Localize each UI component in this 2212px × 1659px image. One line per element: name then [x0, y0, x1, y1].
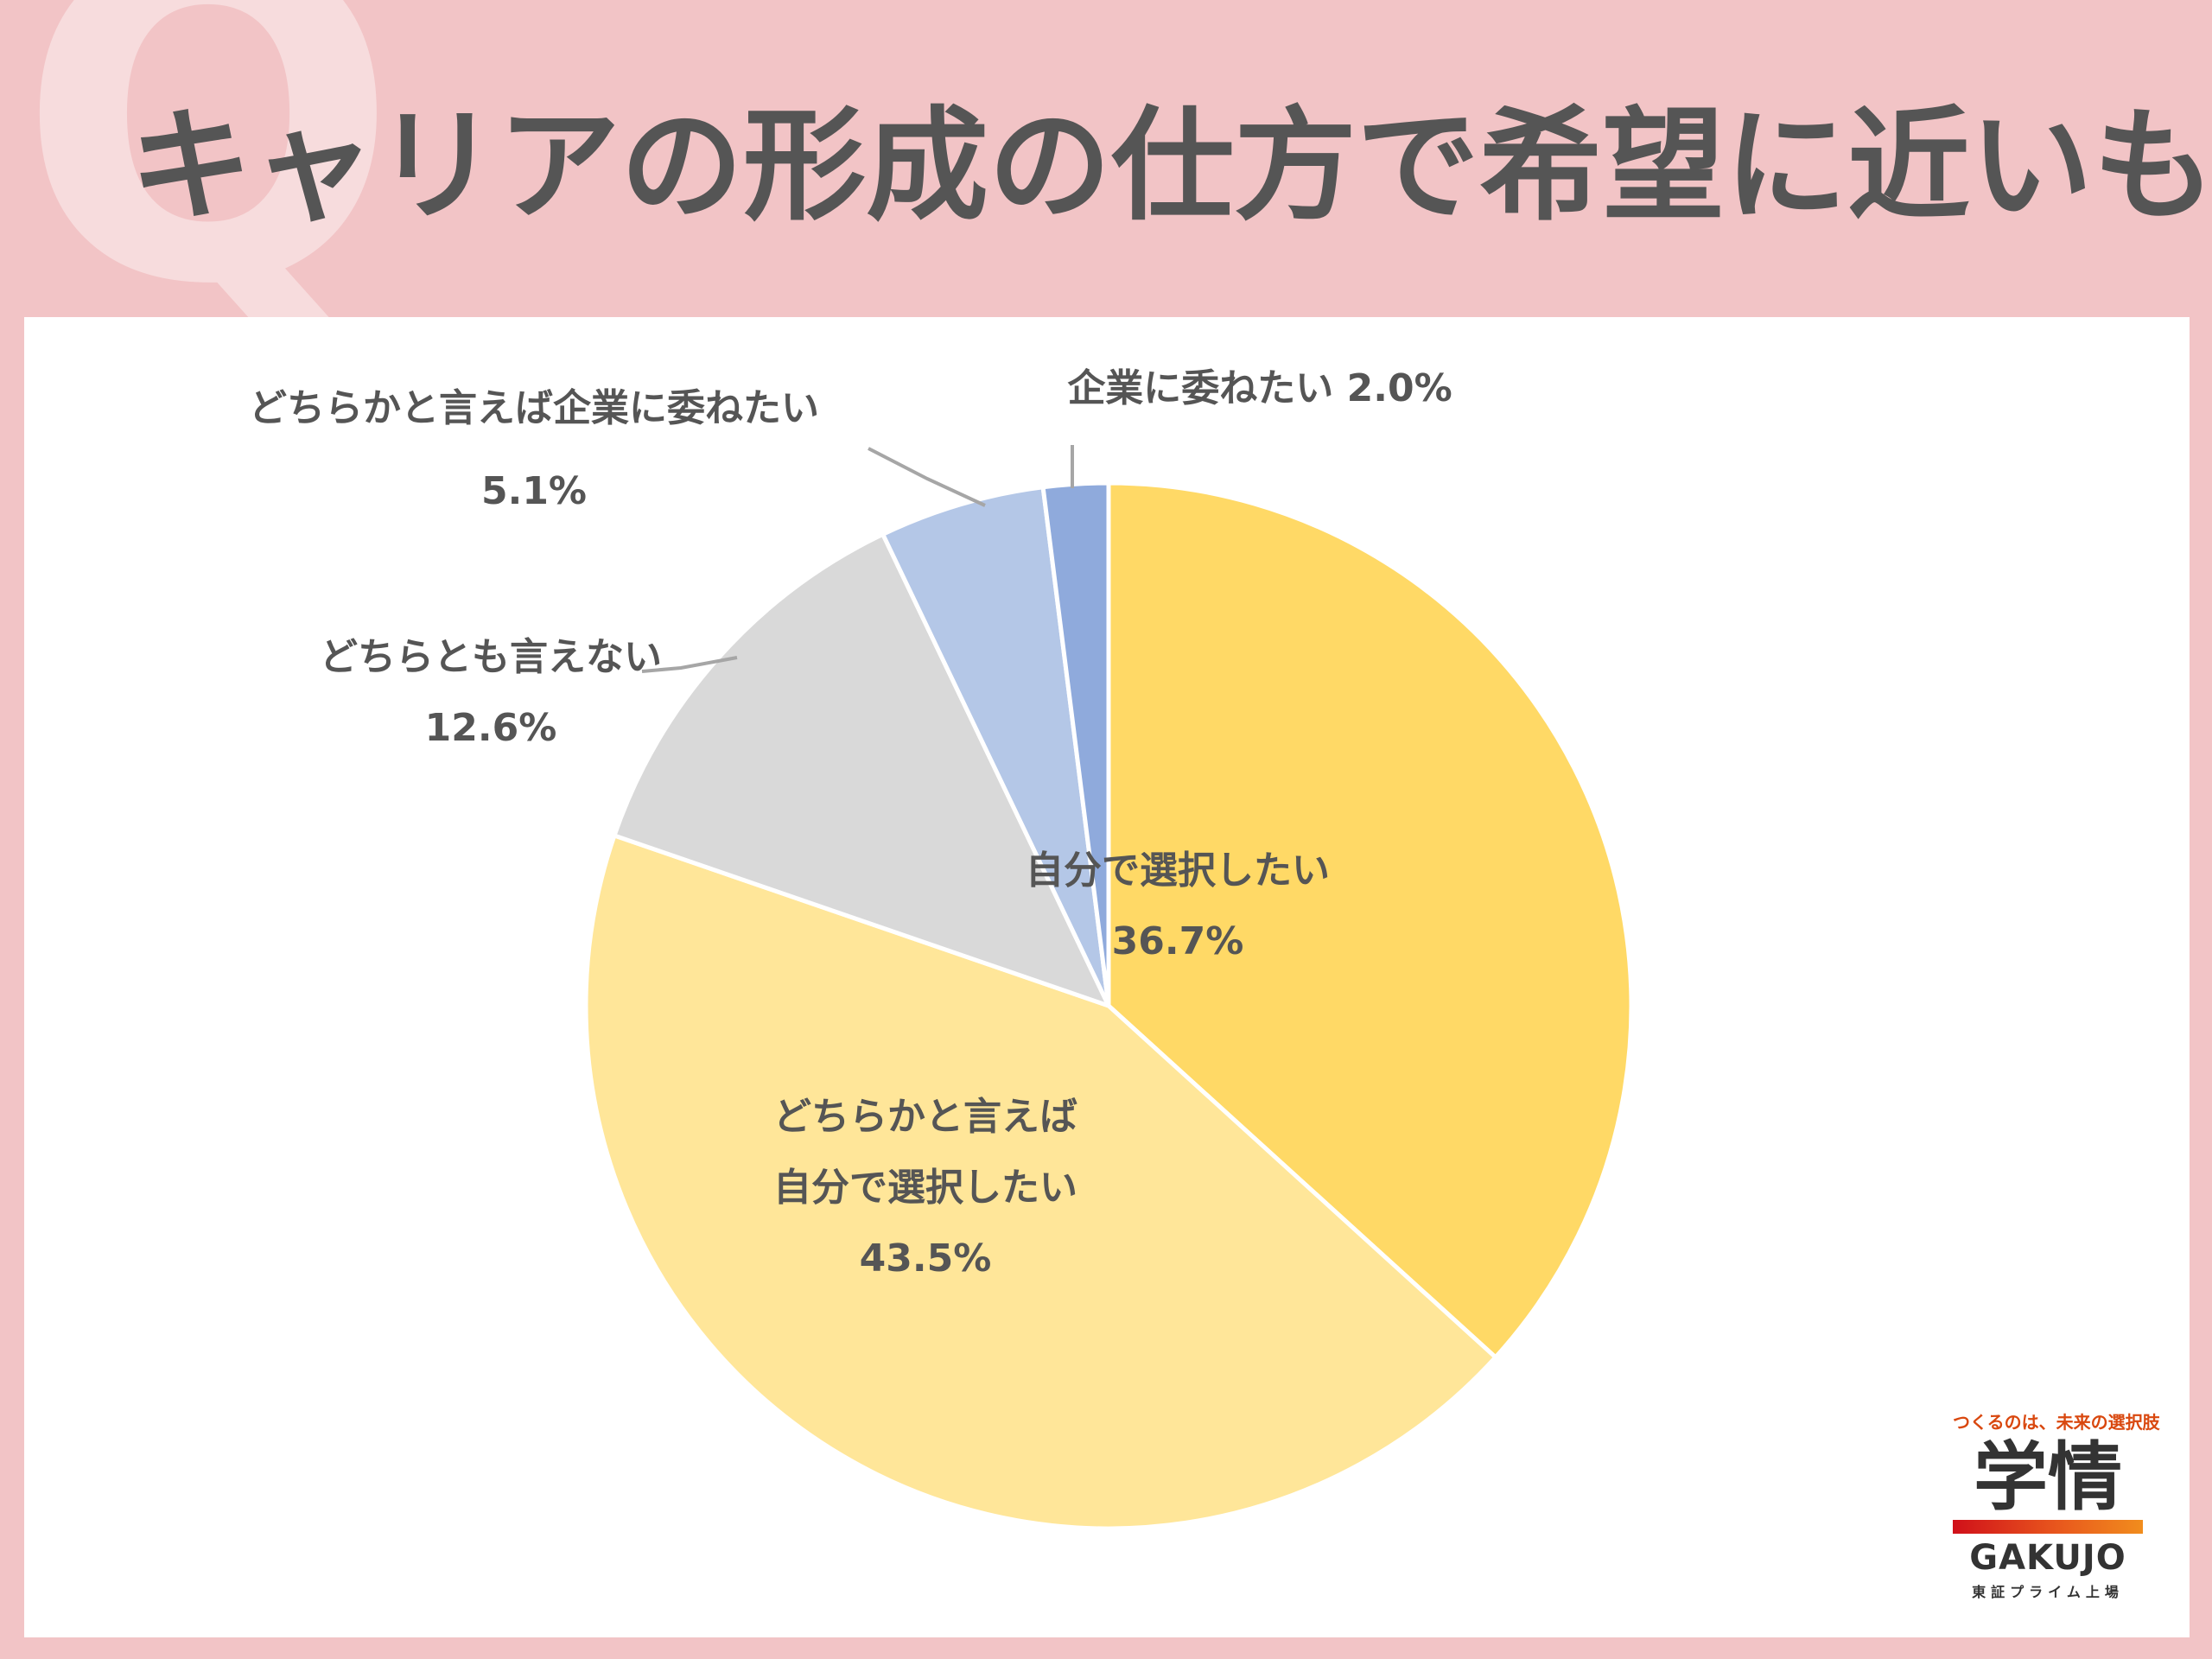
logo-roman: GAKUJO	[1969, 1538, 2126, 1579]
gakujo-logo: つくるのは、未来の選択肢 学情 GAKUJO 東証プライム上場	[1953, 1408, 2160, 1624]
slice-4-label-line-1: どちらかと言えば企業に委ねたい	[249, 386, 819, 430]
slice-2-label-line-1: どちらかと言えば	[773, 1095, 1077, 1139]
pie-slice-2	[583, 832, 1499, 1531]
logo-tagline: つくるのは、未来の選択肢	[1953, 1412, 2160, 1433]
pie-slice-1	[1106, 480, 1634, 1361]
slice-2-label-line-2: 自分で選択したい	[773, 1166, 1077, 1210]
pie-slices	[583, 480, 1634, 1531]
slice-3-label-line-1: どちらとも言えない	[320, 635, 662, 679]
pie-slice-5	[1040, 480, 1111, 1007]
slice-4-label-line-2: 5.1%	[481, 469, 587, 513]
logo-listing: 東証プライム上場	[1972, 1584, 2124, 1601]
pie-slice-4	[880, 484, 1111, 1007]
slice-labels: 自分で選択したい36.7%どちらかと言えば自分で選択したい43.5%どちらとも言…	[249, 366, 1452, 1281]
chart-panel: 自分で選択したい 36.7% どちらかと言えば 自分で選択したい 43.5% どちらとも言…	[24, 317, 2190, 1637]
leader-line-4	[868, 447, 986, 507]
logo-color-bar	[1953, 1520, 2143, 1535]
slice-1-label-line-2: 36.7%	[1112, 919, 1244, 963]
slice-1-label-line-1: 自分で選択したい	[1026, 849, 1330, 893]
slice-3-label-line-2: 12.6%	[425, 706, 557, 750]
pie-chart: 自分で選択したい36.7%どちらかと言えば自分で選択したい43.5%どちらとも言…	[249, 366, 1634, 1531]
page-title: キャリアの形成の仕方で希望に近いもの	[130, 95, 2212, 238]
leader-lines	[641, 445, 1074, 673]
leader-line-3	[641, 656, 738, 673]
slice-5-label-line-1: 企業に委ねたい 2.0%	[1067, 366, 1452, 410]
slice-2-label-line-3: 43.5%	[860, 1236, 992, 1281]
q-mark-decoration: Q	[17, 0, 400, 383]
logo-kanji: 学情	[1974, 1434, 2122, 1521]
pie-slice-3	[611, 531, 1113, 1010]
